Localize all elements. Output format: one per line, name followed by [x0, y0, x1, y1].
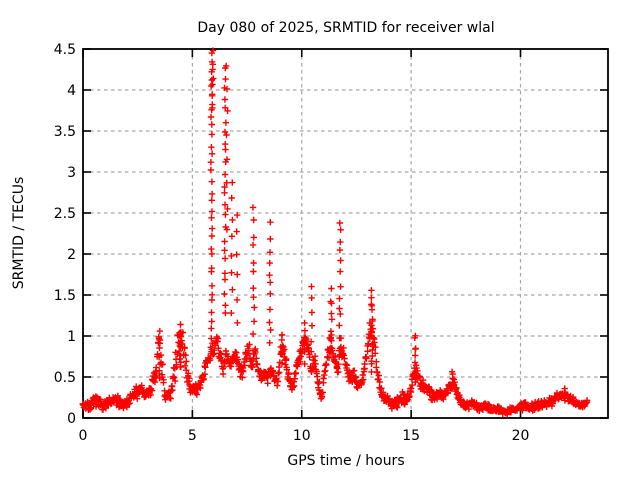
x-tick-label: 5 [188, 428, 197, 444]
plot-border [82, 48, 609, 419]
y-tick-label: 1.5 [54, 288, 76, 304]
y-tick-label: 3.5 [54, 124, 76, 140]
x-axis-label: GPS time / hours [287, 453, 405, 469]
x-tick-label: 0 [79, 428, 88, 444]
y-tick-label: 3 [67, 165, 76, 181]
x-tick-label: 15 [402, 428, 420, 444]
scatter-points [79, 47, 591, 418]
y-tick-label: 0.5 [54, 370, 76, 386]
x-tick-label: 10 [293, 428, 311, 444]
x-tick-label: 20 [512, 428, 530, 444]
y-tick-label: 2.5 [54, 206, 76, 222]
y-tick-label: 4 [67, 83, 76, 99]
y-tick-label: 0 [67, 411, 76, 427]
chart-title: Day 080 of 2025, SRMTID for receiver wla… [197, 20, 495, 36]
y-tick-label: 1 [67, 329, 76, 345]
y-tick-label: 2 [67, 247, 76, 263]
y-tick-label: 4.5 [54, 42, 76, 58]
